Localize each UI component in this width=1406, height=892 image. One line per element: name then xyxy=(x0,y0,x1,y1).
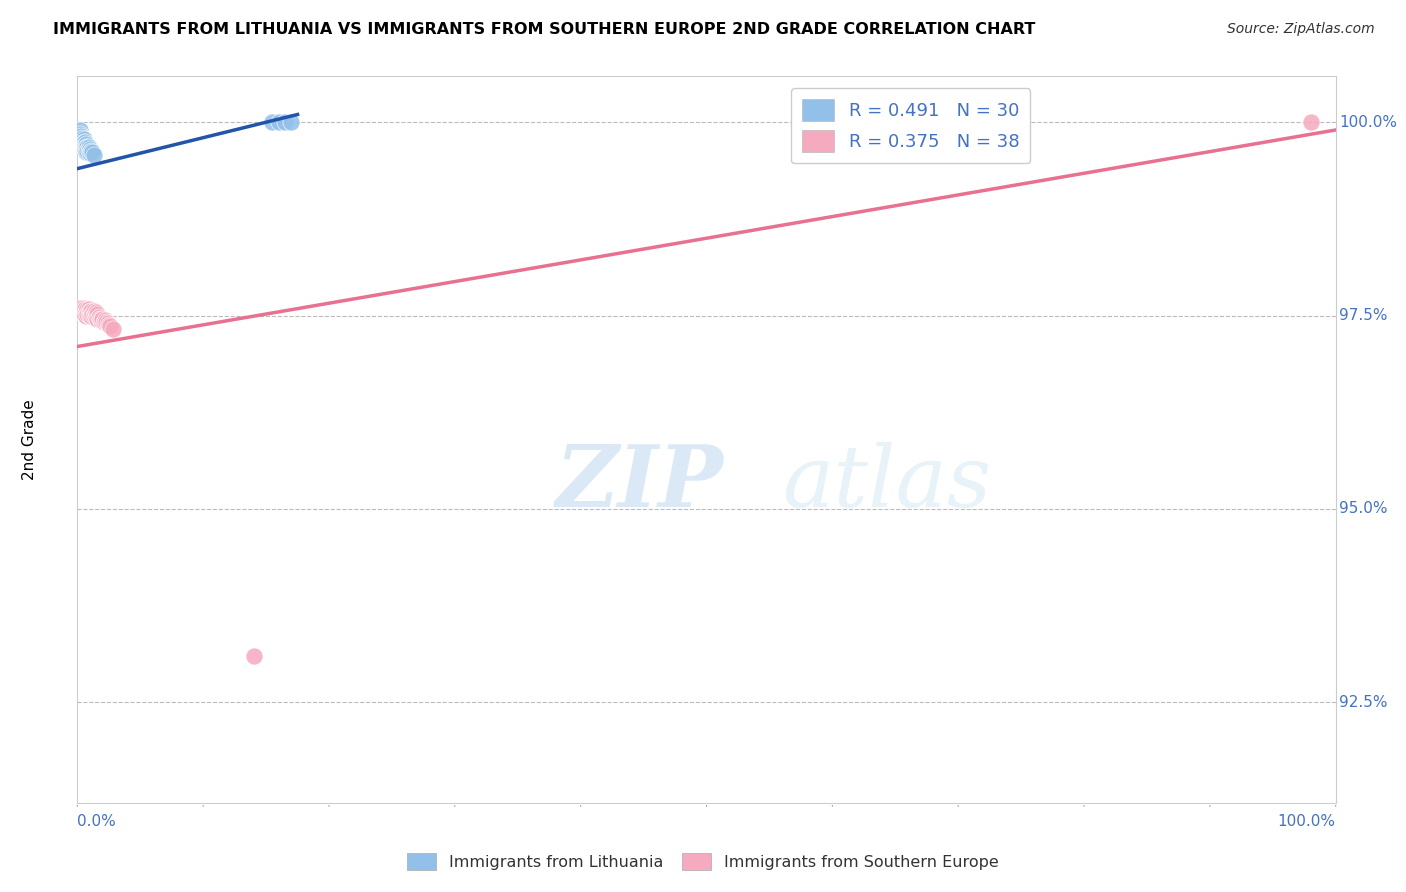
Point xyxy=(86,311,108,326)
Point xyxy=(70,135,93,149)
Point xyxy=(274,115,297,129)
Point xyxy=(80,309,103,323)
Text: atlas: atlas xyxy=(782,442,991,524)
Point xyxy=(69,127,91,141)
Text: 92.5%: 92.5% xyxy=(1340,695,1388,710)
Point xyxy=(80,304,103,318)
Point xyxy=(72,307,94,321)
Point xyxy=(75,309,97,323)
Point xyxy=(87,310,110,325)
Point xyxy=(77,140,100,154)
Legend: R = 0.491   N = 30, R = 0.375   N = 38: R = 0.491 N = 30, R = 0.375 N = 38 xyxy=(792,88,1031,163)
Legend: Immigrants from Lithuania, Immigrants from Southern Europe: Immigrants from Lithuania, Immigrants fr… xyxy=(401,847,1005,877)
Text: 95.0%: 95.0% xyxy=(1340,501,1388,516)
Point xyxy=(72,132,94,146)
Point xyxy=(76,307,98,321)
Point xyxy=(70,132,93,146)
Point xyxy=(101,322,124,336)
Point xyxy=(90,313,112,327)
Point xyxy=(82,307,104,321)
Point xyxy=(73,138,96,153)
Point xyxy=(83,309,105,323)
Point xyxy=(72,140,94,154)
Point xyxy=(96,316,118,330)
Point xyxy=(79,304,101,318)
Point xyxy=(77,144,100,158)
Text: 97.5%: 97.5% xyxy=(1340,308,1388,323)
Point xyxy=(75,304,97,318)
Point xyxy=(262,115,284,129)
Point xyxy=(69,304,91,318)
Text: 2nd Grade: 2nd Grade xyxy=(22,399,37,480)
Point xyxy=(96,315,118,329)
Point xyxy=(75,145,97,159)
Point xyxy=(83,304,105,318)
Point xyxy=(70,304,93,318)
Point xyxy=(69,123,91,137)
Point xyxy=(73,302,96,317)
Point xyxy=(76,302,98,317)
Point xyxy=(72,135,94,149)
Point xyxy=(72,136,94,150)
Point xyxy=(86,307,108,321)
Point xyxy=(72,301,94,315)
Point xyxy=(76,144,98,158)
Point xyxy=(73,135,96,149)
Point xyxy=(75,140,97,154)
Point xyxy=(80,144,103,158)
Point xyxy=(84,305,107,319)
Point xyxy=(98,319,121,334)
Text: IMMIGRANTS FROM LITHUANIA VS IMMIGRANTS FROM SOUTHERN EUROPE 2ND GRADE CORRELATI: IMMIGRANTS FROM LITHUANIA VS IMMIGRANTS … xyxy=(53,22,1036,37)
Point xyxy=(1299,115,1322,129)
Point xyxy=(89,311,111,326)
Point xyxy=(84,307,107,321)
Point xyxy=(76,140,98,154)
Point xyxy=(75,136,97,151)
Point xyxy=(72,304,94,318)
Point xyxy=(69,301,91,315)
Point xyxy=(79,142,101,156)
Point xyxy=(70,129,93,144)
Text: Source: ZipAtlas.com: Source: ZipAtlas.com xyxy=(1227,22,1375,37)
Point xyxy=(73,142,96,156)
Text: 100.0%: 100.0% xyxy=(1340,115,1398,129)
Text: 100.0%: 100.0% xyxy=(1278,814,1336,829)
Point xyxy=(242,648,264,663)
Point xyxy=(93,315,115,329)
Point xyxy=(97,318,120,332)
Point xyxy=(77,302,100,317)
Point xyxy=(83,147,105,161)
Point xyxy=(72,130,94,145)
Point xyxy=(94,313,117,327)
Point xyxy=(77,307,100,321)
Point xyxy=(91,311,114,326)
Text: 0.0%: 0.0% xyxy=(77,814,117,829)
Point xyxy=(79,146,101,161)
Point xyxy=(79,309,101,323)
Text: ZIP: ZIP xyxy=(555,442,723,524)
Point xyxy=(280,115,302,129)
Point xyxy=(84,310,107,325)
Point xyxy=(82,145,104,159)
Point xyxy=(267,115,290,129)
Point xyxy=(72,138,94,153)
